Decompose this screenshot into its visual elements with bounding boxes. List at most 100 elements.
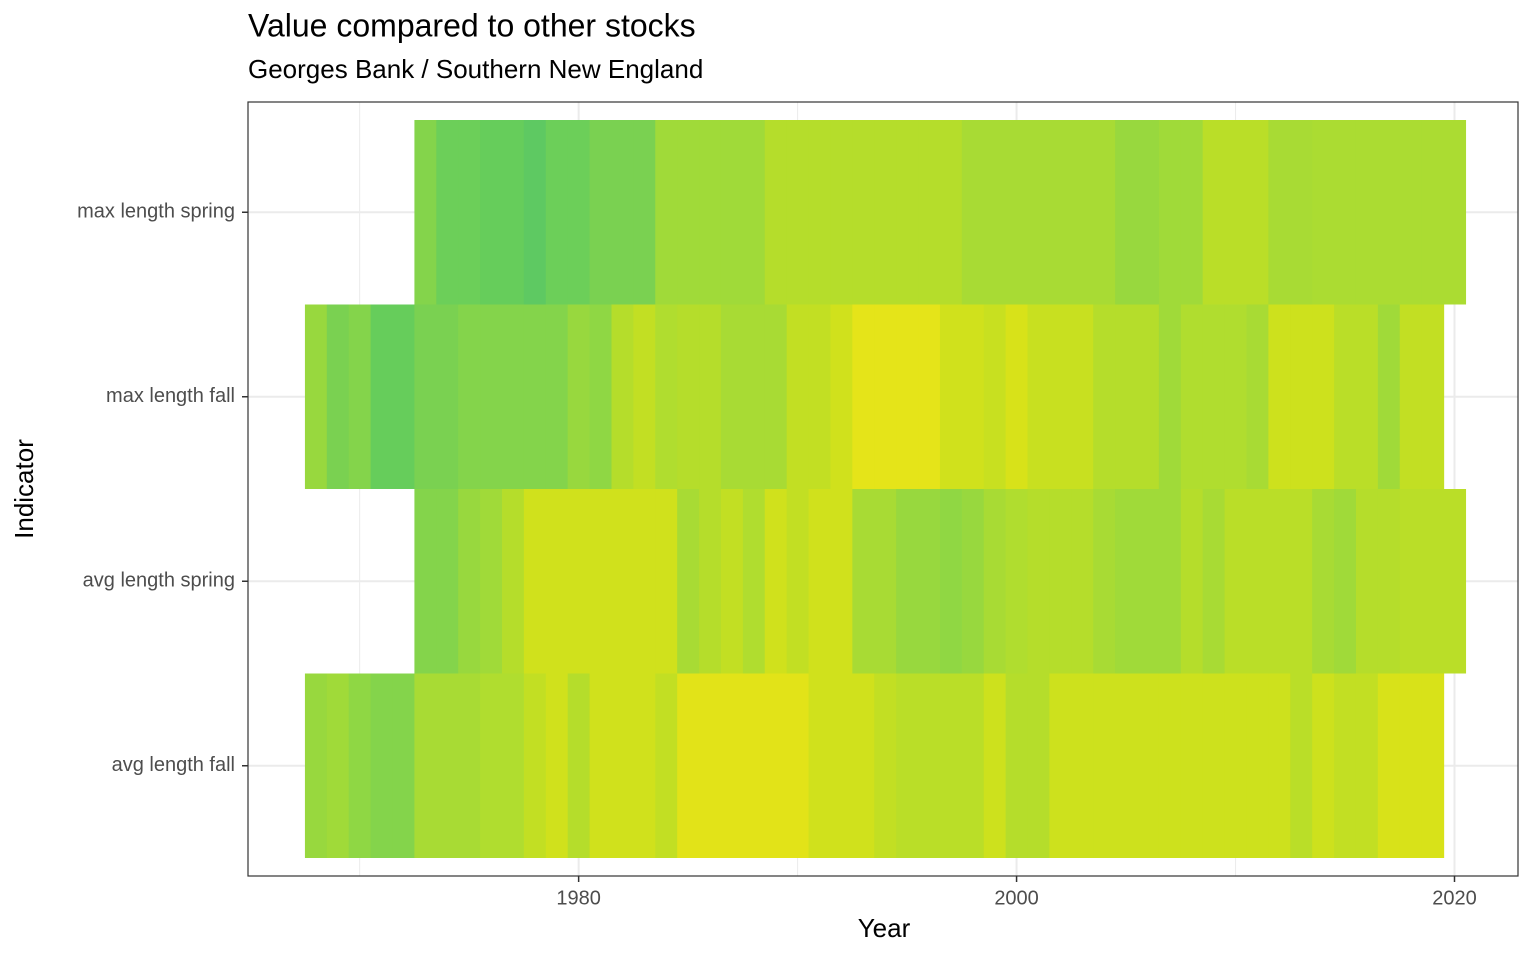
tile [1093, 673, 1116, 858]
tile [699, 673, 722, 858]
tile [589, 304, 613, 489]
tile [1246, 673, 1269, 858]
tile [611, 489, 634, 674]
tile [1421, 489, 1445, 674]
tile [1115, 673, 1138, 858]
tile [458, 489, 481, 674]
tile [392, 673, 416, 858]
tile [480, 489, 503, 674]
tile [1202, 304, 1226, 489]
tile [1202, 120, 1226, 305]
tile [458, 120, 481, 305]
tile [611, 673, 634, 858]
tile [304, 673, 328, 858]
tile [1049, 673, 1072, 858]
tile [677, 120, 700, 305]
tile [1071, 304, 1094, 489]
tile [961, 489, 985, 674]
tile [1312, 304, 1335, 489]
tile [1049, 489, 1072, 674]
tile [326, 673, 350, 858]
tile [830, 673, 853, 858]
tile [1377, 304, 1401, 489]
tile [808, 120, 832, 305]
tile [1137, 304, 1160, 489]
tile [874, 304, 897, 489]
tile [611, 304, 634, 489]
tile [720, 120, 744, 305]
tile [1158, 489, 1182, 674]
tile [1268, 120, 1291, 305]
tile [1137, 120, 1160, 305]
tile [1180, 489, 1204, 674]
tile [874, 673, 897, 858]
tile [523, 489, 547, 674]
tile [961, 304, 985, 489]
tile [983, 489, 1007, 674]
tile [939, 673, 963, 858]
tile [983, 673, 1007, 858]
tile [720, 304, 744, 489]
tile [1049, 304, 1072, 489]
tile [1071, 673, 1094, 858]
tile [348, 304, 372, 489]
tile [1290, 120, 1313, 305]
tile [655, 489, 678, 674]
tile [655, 673, 678, 858]
tile [414, 304, 437, 489]
tile [1268, 489, 1291, 674]
tile [370, 304, 394, 489]
tile [939, 120, 963, 305]
tile [1049, 120, 1072, 305]
tile [304, 304, 328, 489]
tile [764, 304, 788, 489]
tile [480, 673, 503, 858]
tile [1399, 304, 1423, 489]
tile [414, 673, 437, 858]
tile [1224, 304, 1248, 489]
tile [1443, 489, 1467, 674]
tile [1399, 489, 1423, 674]
tile [1246, 489, 1269, 674]
tile [480, 120, 503, 305]
tile [939, 489, 963, 674]
tile [874, 120, 897, 305]
tile [1093, 304, 1116, 489]
tile [1355, 673, 1379, 858]
tile [523, 673, 547, 858]
tile [852, 489, 875, 674]
tile [1377, 489, 1401, 674]
tile [1005, 673, 1029, 858]
tile [392, 304, 416, 489]
tile [764, 673, 788, 858]
tile [1421, 304, 1445, 489]
tile [589, 489, 613, 674]
tile [677, 304, 700, 489]
tile [961, 120, 985, 305]
tile [1399, 120, 1423, 305]
tile [1334, 489, 1357, 674]
tile [1421, 673, 1445, 858]
tile [1071, 120, 1094, 305]
tile [786, 489, 810, 674]
tile [567, 120, 591, 305]
tile [633, 489, 656, 674]
tile [830, 304, 853, 489]
tile [414, 489, 437, 674]
tile [611, 120, 634, 305]
x-axis-label: Year [858, 913, 911, 943]
tile [655, 304, 678, 489]
tile [1137, 489, 1160, 674]
y-tick-label: max length fall [106, 385, 235, 407]
tile [1202, 673, 1226, 858]
y-axis-label: Indicator [9, 439, 39, 539]
x-tick-label: 2000 [994, 887, 1039, 909]
tile [1180, 304, 1204, 489]
tile [742, 673, 766, 858]
tile [1290, 489, 1313, 674]
tile [896, 120, 919, 305]
tile [1312, 120, 1335, 305]
tile [458, 673, 481, 858]
tile [545, 489, 569, 674]
